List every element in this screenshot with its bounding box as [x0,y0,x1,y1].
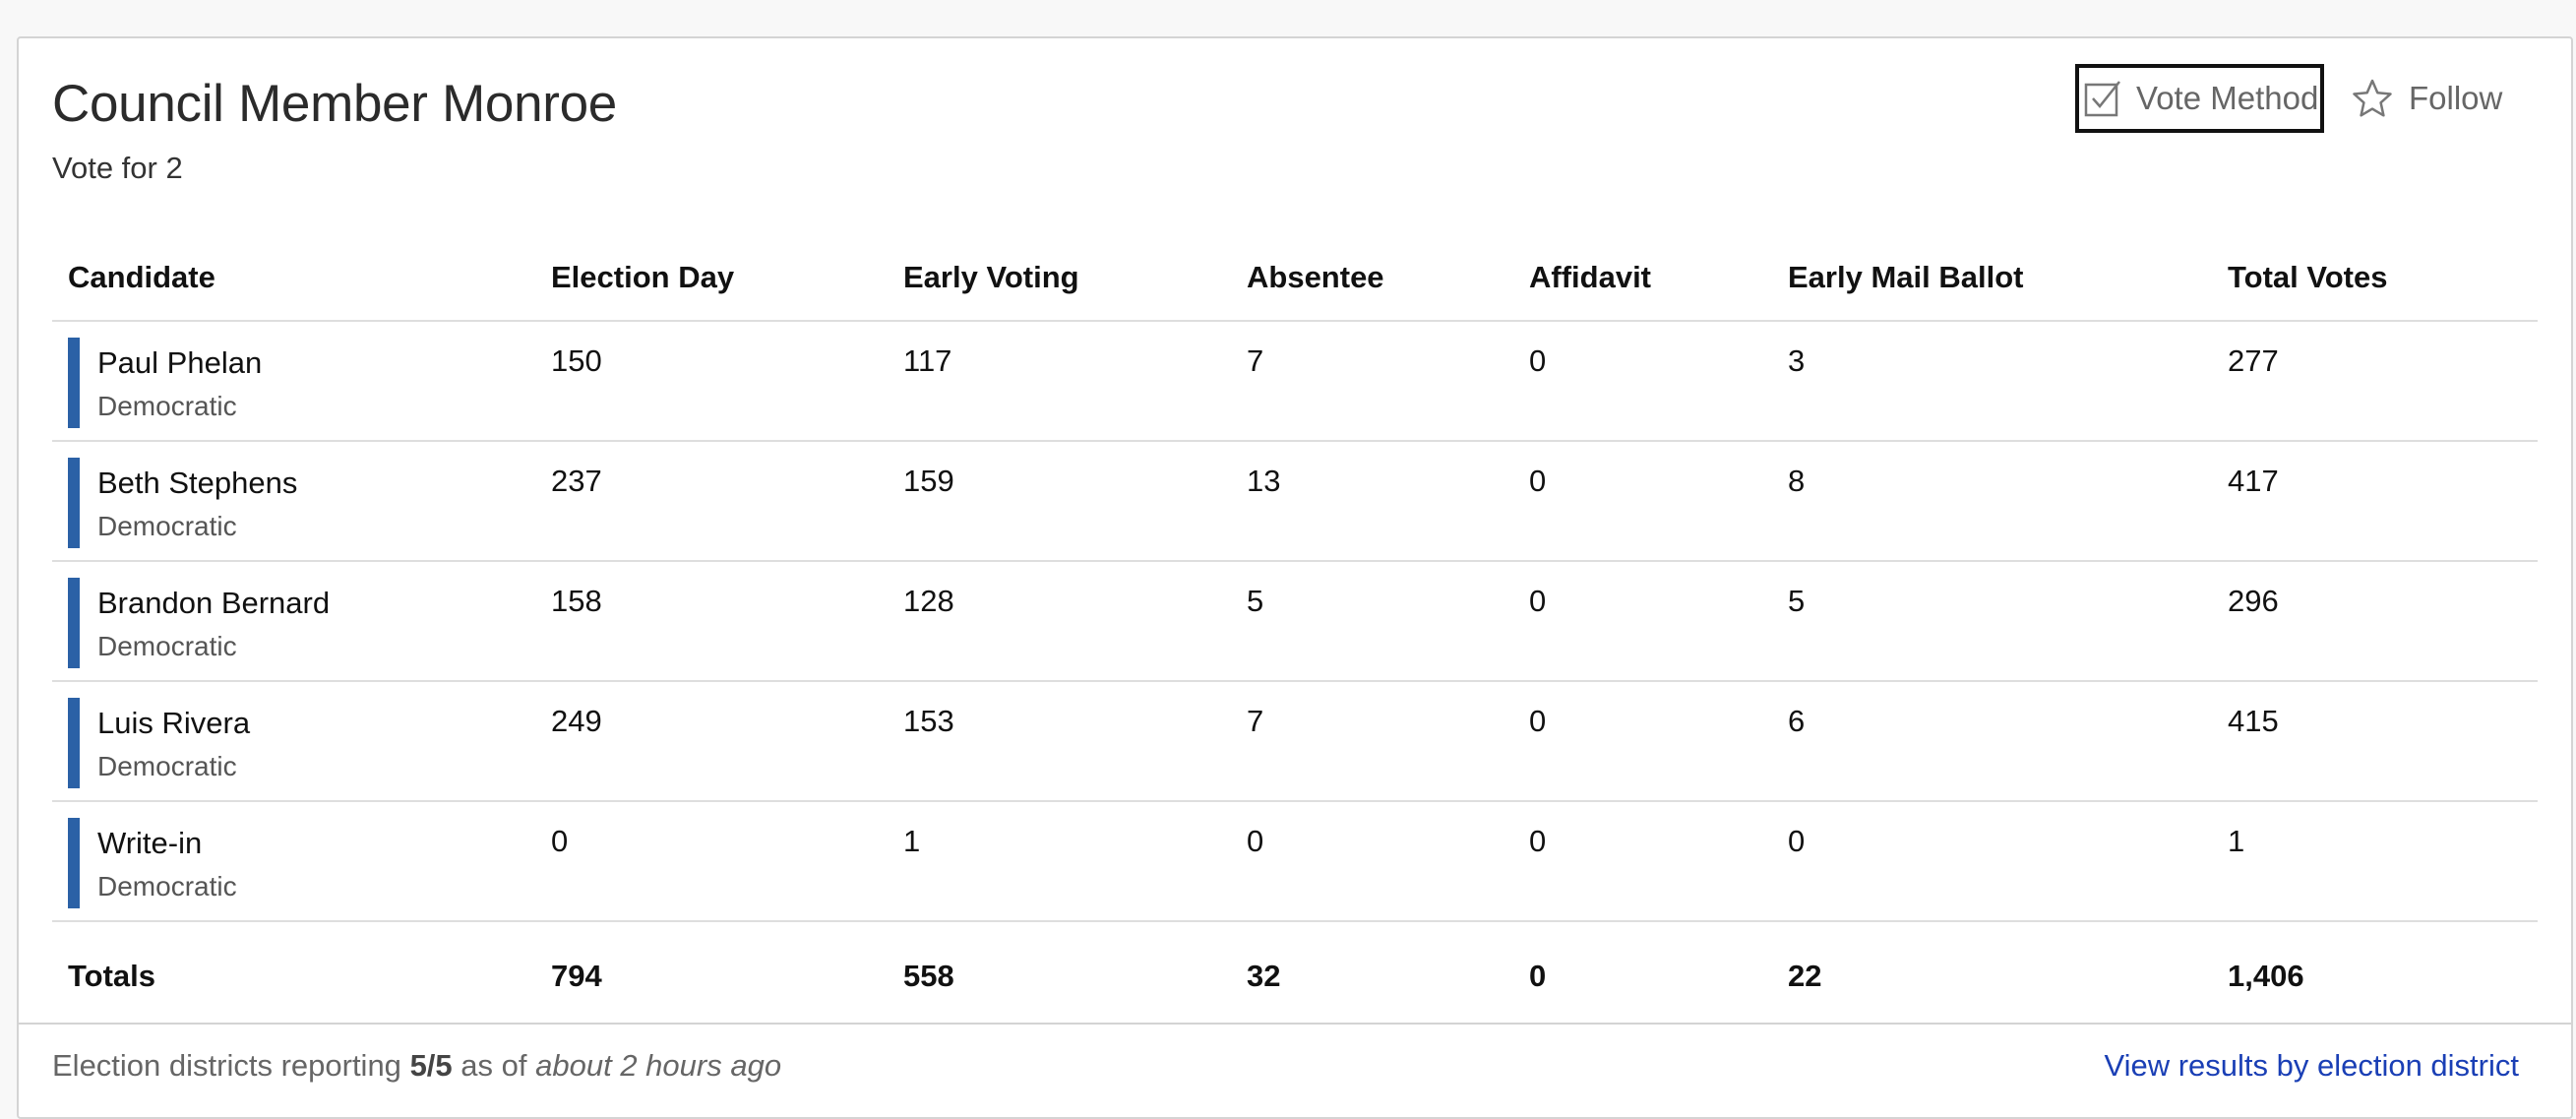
affidavit-votes: 0 [1513,441,1772,562]
absentee-votes: 7 [1231,321,1513,442]
early-mail-ballot-votes: 5 [1772,561,2212,682]
election-day-votes: 0 [535,801,888,922]
election-day-votes: 158 [535,561,888,682]
vote-for-count: Vote for 2 [52,151,183,185]
candidate-party: Democratic [97,871,237,901]
affidavit-votes: 0 [1513,561,1772,682]
total-votes: 277 [2212,321,2538,442]
vote-method-button[interactable]: Vote Method [2075,64,2324,133]
vote-method-label: Vote Method [2136,80,2319,116]
total-votes: 1 [2212,801,2538,922]
candidate-party-bar: Brandon Bernard Democratic [68,578,535,668]
totals-total-votes: 1,406 [2228,958,2304,993]
totals-label: Totals [68,958,155,993]
candidate-party: Democratic [97,631,237,661]
view-by-district-link[interactable]: View results by election district [2104,1048,2519,1083]
reporting-value: 5/5 [409,1048,453,1083]
table-row: Brandon Bernard Democratic 158 128 5 0 5… [52,561,2538,682]
totals-row: Totals 794 558 32 0 22 1,406 [52,921,2538,1029]
checkbox-icon [2084,81,2120,117]
affidavit-votes: 0 [1513,681,1772,802]
candidate-cell: Beth Stephens Democratic [52,441,535,562]
header-early-mail-ballot: Early Mail Ballot [1772,235,2212,322]
absentee-votes: 13 [1231,441,1513,562]
election-day-votes: 249 [535,681,888,802]
candidate-cell: Luis Rivera Democratic [52,681,535,802]
early-mail-ballot-votes: 6 [1772,681,2212,802]
candidate-party: Democratic [97,511,237,541]
candidate-cell: Paul Phelan Democratic [52,321,535,442]
affidavit-votes: 0 [1513,321,1772,442]
totals-election-day: 794 [551,958,602,993]
early-voting-votes: 159 [888,441,1231,562]
totals-early-mail-ballot: 22 [1788,958,1822,993]
reporting-as-of: as of [460,1048,527,1083]
header-election-day: Election Day [535,235,888,322]
candidate-cell: Write-in Democratic [52,801,535,922]
candidate-party-bar: Write-in Democratic [68,818,535,908]
totals-affidavit: 0 [1529,958,1547,993]
candidate-party: Democratic [97,751,237,781]
last-updated: about 2 hours ago [535,1048,782,1083]
totals-early-voting: 558 [903,958,954,993]
contest-card: Council Member Monroe Vote for 2 Vote Me… [17,36,2573,1119]
candidate-name: Brandon Bernard [97,586,331,620]
total-votes: 417 [2212,441,2538,562]
star-icon [2353,79,2392,117]
candidate-name: Beth Stephens [97,466,298,500]
election-day-votes: 237 [535,441,888,562]
candidate-name: Write-in [97,826,203,860]
early-voting-votes: 117 [888,321,1231,442]
early-mail-ballot-votes: 8 [1772,441,2212,562]
reporting-prefix: Election districts reporting [52,1048,401,1083]
table-row: Write-in Democratic 0 1 0 0 0 1 [52,801,2538,922]
early-voting-votes: 153 [888,681,1231,802]
candidate-party-bar: Luis Rivera Democratic [68,698,535,788]
total-votes: 296 [2212,561,2538,682]
early-mail-ballot-votes: 0 [1772,801,2212,922]
candidate-party-bar: Paul Phelan Democratic [68,338,535,428]
early-mail-ballot-votes: 3 [1772,321,2212,442]
card-footer: Election districts reporting 5/5 as of a… [19,1023,2571,1083]
absentee-votes: 5 [1231,561,1513,682]
totals-absentee: 32 [1247,958,1281,993]
follow-label: Follow [2409,80,2503,116]
contest-title: Council Member Monroe [52,75,617,133]
reporting-status: Election districts reporting 5/5 as of a… [52,1048,781,1084]
candidate-name: Paul Phelan [97,345,263,380]
election-day-votes: 150 [535,321,888,442]
table-row: Beth Stephens Democratic 237 159 13 0 8 … [52,441,2538,562]
candidate-party-bar: Beth Stephens Democratic [68,458,535,548]
header-affidavit: Affidavit [1513,235,1772,322]
table-row: Luis Rivera Democratic 249 153 7 0 6 415 [52,681,2538,802]
follow-button[interactable]: Follow [2352,64,2519,133]
contest-actions: Vote Method Follow [2075,62,2571,135]
header-absentee: Absentee [1231,235,1513,322]
header-candidate: Candidate [52,235,535,322]
candidate-party: Democratic [97,391,237,421]
affidavit-votes: 0 [1513,801,1772,922]
early-voting-votes: 1 [888,801,1231,922]
header-row: Candidate Election Day Early Voting Abse… [52,235,2538,322]
results-table: Candidate Election Day Early Voting Abse… [52,235,2538,1029]
header-early-voting: Early Voting [888,235,1231,322]
table-row: Paul Phelan Democratic 150 117 7 0 3 277 [52,321,2538,442]
absentee-votes: 7 [1231,681,1513,802]
candidate-cell: Brandon Bernard Democratic [52,561,535,682]
absentee-votes: 0 [1231,801,1513,922]
early-voting-votes: 128 [888,561,1231,682]
header-total-votes: Total Votes [2212,235,2538,322]
candidate-name: Luis Rivera [97,706,251,740]
total-votes: 415 [2212,681,2538,802]
